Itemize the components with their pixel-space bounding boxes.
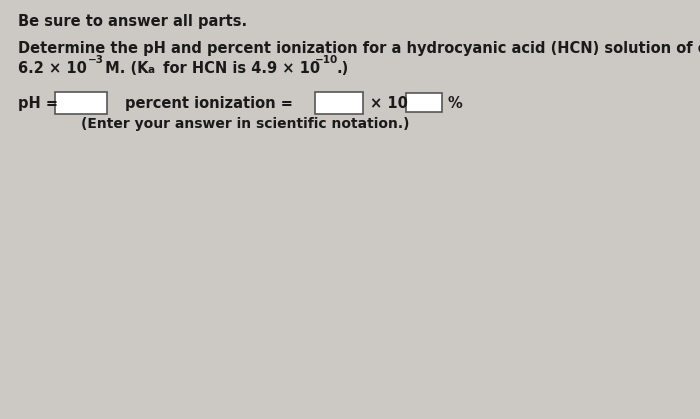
Text: (Enter your answer in scientific notation.): (Enter your answer in scientific notatio…: [80, 117, 410, 131]
Text: Be sure to answer all parts.: Be sure to answer all parts.: [18, 14, 247, 29]
Text: × 10: × 10: [370, 96, 408, 111]
Text: .): .): [337, 61, 349, 76]
Text: −10: −10: [315, 55, 338, 65]
Text: 6.2 × 10: 6.2 × 10: [18, 61, 87, 76]
Text: −3: −3: [88, 55, 104, 65]
Text: %: %: [447, 96, 462, 111]
Text: Determine the pH and percent ionization for a hydrocyanic acid (HCN) solution of: Determine the pH and percent ionization …: [18, 41, 700, 56]
Text: for HCN is 4.9 × 10: for HCN is 4.9 × 10: [158, 61, 320, 76]
Text: percent ionization =: percent ionization =: [125, 96, 293, 111]
Text: a: a: [147, 65, 154, 75]
Bar: [315, 92, 363, 114]
Text: pH =: pH =: [18, 96, 58, 111]
Bar: [406, 93, 442, 112]
Bar: [55, 92, 107, 114]
Text: M. (K: M. (K: [100, 61, 148, 76]
